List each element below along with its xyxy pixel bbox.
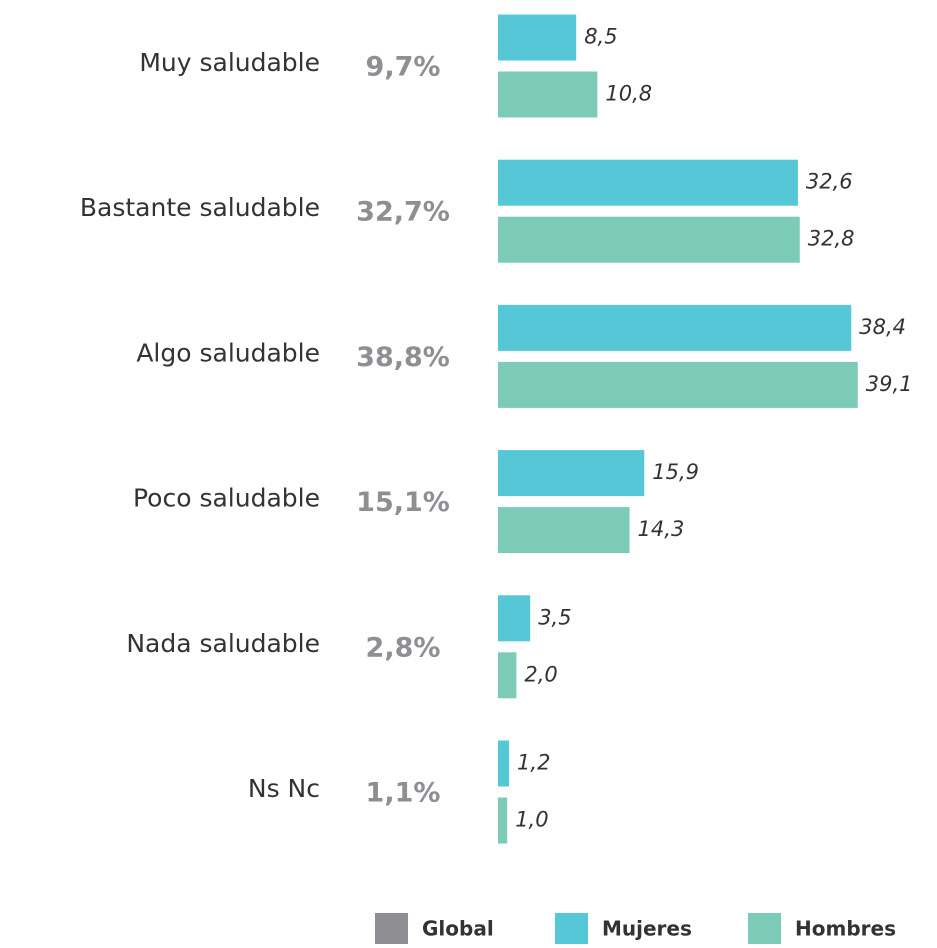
legend-swatch bbox=[555, 913, 588, 946]
value-label: 15,9 bbox=[652, 460, 699, 484]
global-value: 1,1% bbox=[366, 778, 441, 809]
legend-swatch bbox=[748, 913, 781, 946]
legend-label: Hombres bbox=[795, 917, 896, 941]
category-label: Bastante saludable bbox=[80, 193, 320, 222]
value-label: 38,4 bbox=[859, 315, 906, 339]
category-label: Muy saludable bbox=[139, 48, 320, 77]
bar bbox=[498, 450, 645, 497]
category-label: Nada saludable bbox=[126, 629, 320, 658]
category-label: Algo saludable bbox=[136, 338, 320, 367]
value-label: 10,8 bbox=[605, 82, 652, 106]
bar bbox=[498, 216, 800, 263]
value-label: 1,0 bbox=[515, 808, 548, 832]
global-value: 2,8% bbox=[366, 632, 441, 663]
bar bbox=[498, 507, 630, 554]
global-value: 38,8% bbox=[356, 342, 450, 373]
global-value: 32,7% bbox=[356, 197, 450, 228]
value-label: 32,8 bbox=[808, 227, 855, 251]
bar bbox=[498, 14, 577, 61]
legend-swatch bbox=[375, 913, 408, 946]
global-value: 15,1% bbox=[356, 487, 450, 518]
bar bbox=[498, 159, 798, 206]
value-label: 8,5 bbox=[584, 25, 617, 49]
bar bbox=[498, 361, 858, 408]
bar bbox=[498, 797, 508, 844]
bar bbox=[498, 304, 852, 351]
bar bbox=[498, 71, 598, 118]
category-label: Poco saludable bbox=[133, 484, 320, 513]
value-label: 32,6 bbox=[806, 170, 853, 194]
value-label: 14,3 bbox=[638, 517, 685, 541]
bar bbox=[498, 740, 510, 787]
value-label: 1,2 bbox=[517, 751, 550, 775]
legend-label: Mujeres bbox=[602, 917, 692, 941]
global-value: 9,7% bbox=[366, 52, 441, 83]
category-label: Ns Nc bbox=[248, 774, 320, 803]
bar bbox=[498, 652, 517, 699]
value-label: 39,1 bbox=[866, 372, 913, 396]
value-label: 3,5 bbox=[538, 605, 571, 629]
bar bbox=[498, 595, 531, 642]
value-label: 2,0 bbox=[524, 662, 557, 686]
legend-label: Global bbox=[422, 917, 494, 941]
